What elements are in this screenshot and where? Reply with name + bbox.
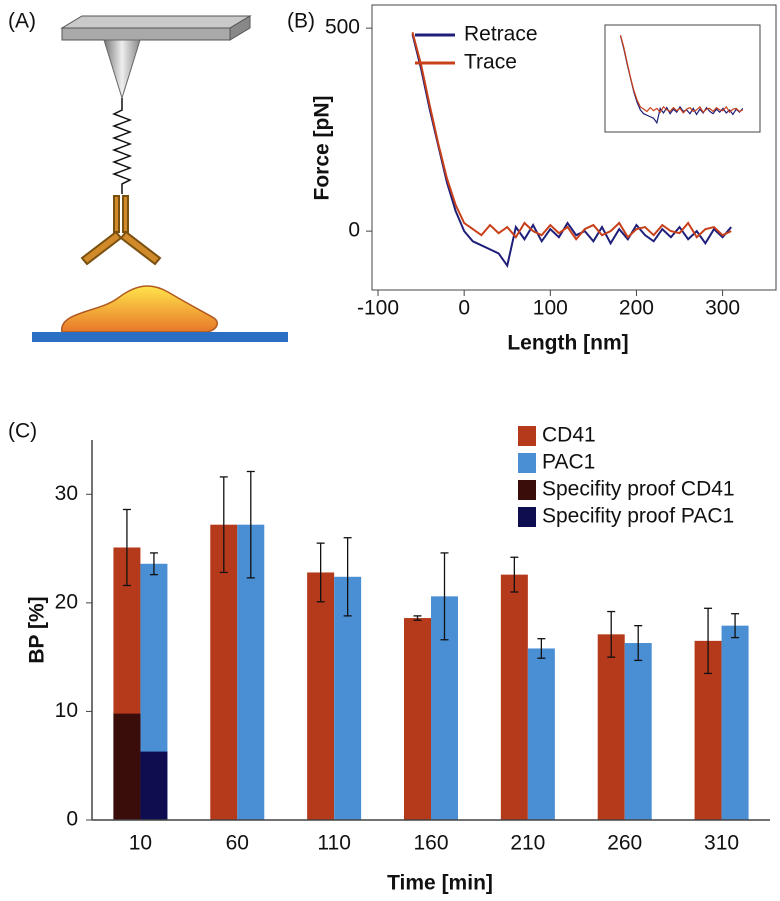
legend-swatch [518,480,536,500]
bar [500,574,528,820]
y-tick-label: 0 [348,219,360,242]
error-bar [219,476,228,574]
x-tick-label: 10 [129,832,152,855]
x-axis-label: Length [nm] [507,332,628,355]
legend-label: CD41 [542,424,596,447]
x-tick-label: 200 [619,297,654,320]
x-tick-label: 160 [413,832,448,855]
inset-line [619,35,744,125]
error-bar [704,607,713,675]
legend-label: Trace [464,51,517,74]
bar [721,625,749,820]
error-bar [246,470,255,579]
bar [527,648,555,820]
y-tick-label: 30 [55,482,78,505]
legend-swatch [518,426,536,446]
error-bar [316,542,325,603]
error-bar [634,625,643,662]
bar [307,572,335,820]
x-axis-label: Time [min] [387,872,493,895]
legend-swatch [518,507,536,527]
panel-label: (A) [8,10,36,33]
panel-label: (B) [287,10,315,33]
line-series [411,33,732,269]
x-tick-label: 210 [510,832,545,855]
x-tick-label: 100 [533,297,568,320]
error-bar [510,556,519,593]
bar [624,643,652,820]
bar [334,576,362,820]
legend-label: Specifity proof PAC1 [542,505,734,528]
x-tick-label: 60 [226,832,249,855]
y-tick-label: 20 [55,590,78,613]
bar [597,634,625,820]
y-axis-label: Force [pN] [311,96,334,201]
y-tick-label: 500 [325,16,360,39]
error-bar [343,537,352,617]
x-tick-label: 0 [458,297,470,320]
line-series [411,31,732,241]
legend-label: Retrace [464,23,538,46]
error-bar [122,508,131,587]
legend-label: PAC1 [542,451,595,474]
panel-label: (C) [8,420,37,443]
y-axis-label: BP [%] [26,596,49,663]
error-bar [537,638,546,659]
bar [113,713,141,820]
afm-diagram [32,15,288,342]
error-bar [731,613,740,639]
x-tick-label: -100 [357,297,399,320]
x-tick-label: 310 [704,832,739,855]
legend-label: Specifity proof CD41 [542,478,735,501]
bar [404,618,431,820]
error-bar [440,552,449,641]
x-tick-label: 260 [607,832,642,855]
x-tick-label: 110 [317,832,350,855]
bar [210,524,238,820]
y-tick-label: 0 [66,808,78,831]
inset-frame [604,24,761,133]
inset-line [619,35,744,114]
legend-swatch [518,453,536,473]
x-tick-label: 300 [705,297,740,320]
bar [140,751,168,820]
error-bar [607,610,616,658]
error-bar [413,615,422,621]
y-tick-label: 10 [55,699,78,722]
error-bar [149,552,158,576]
